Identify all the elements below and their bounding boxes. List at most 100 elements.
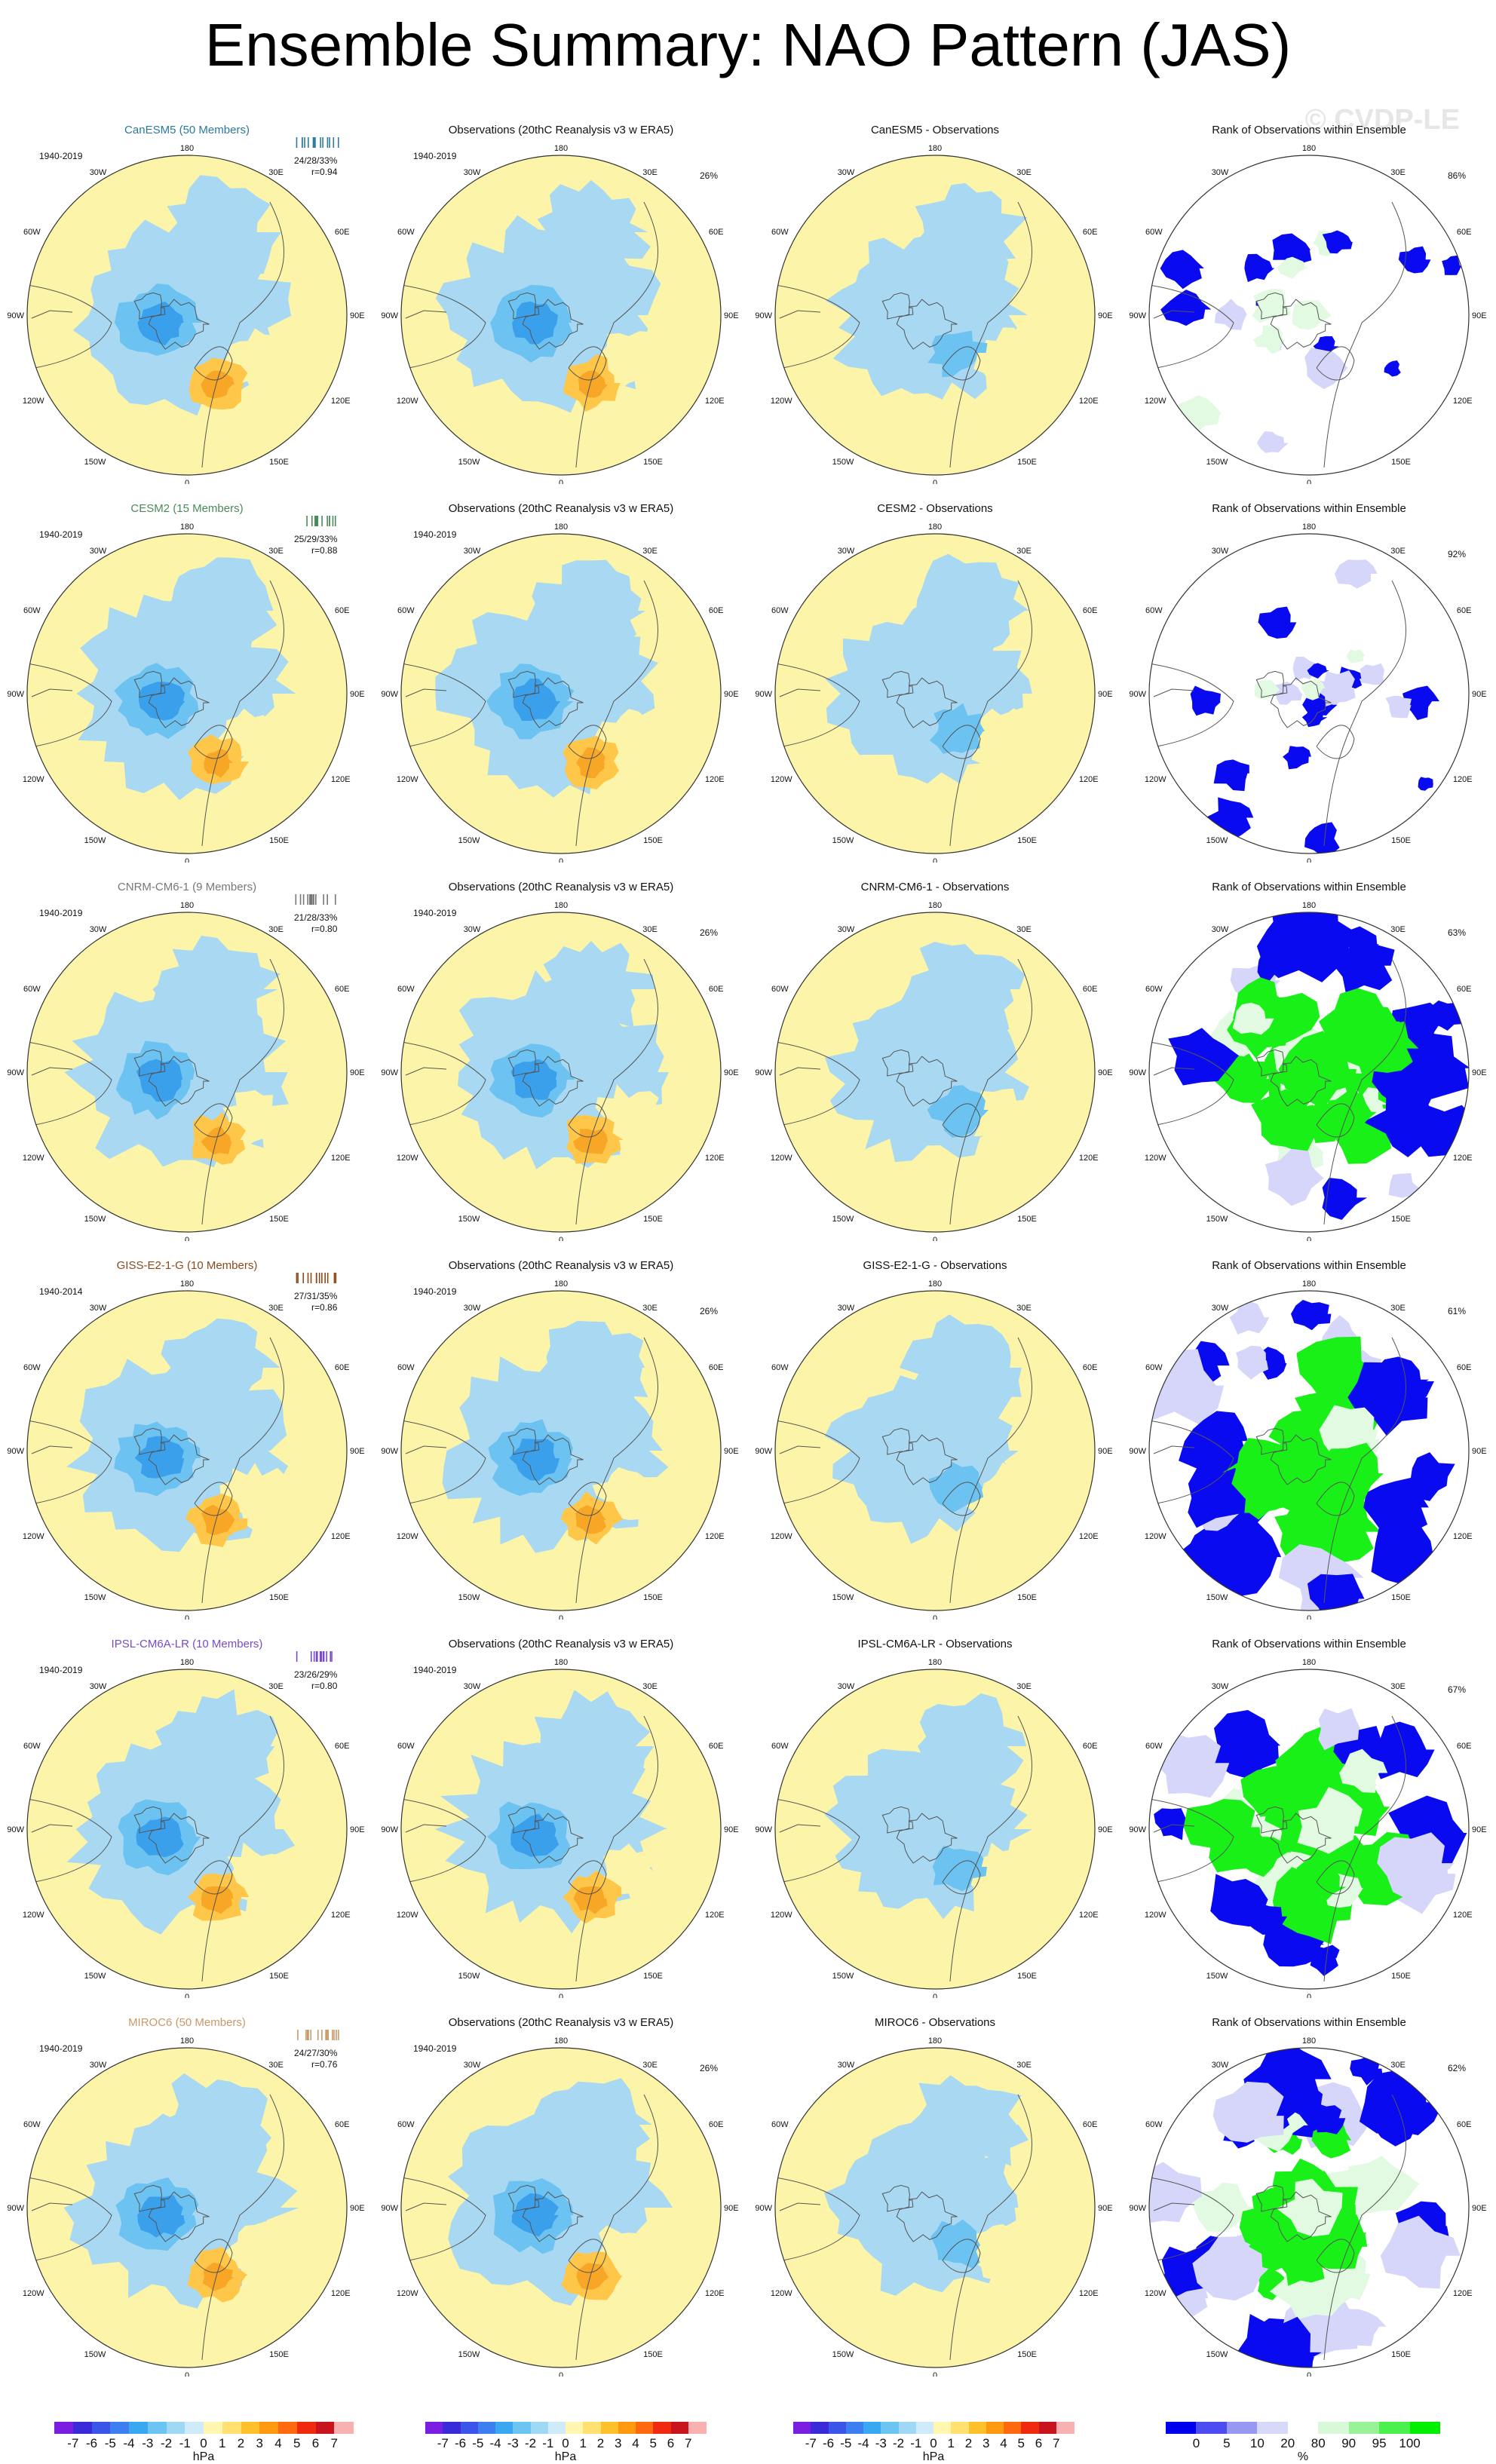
map-label-bl2: 60W [771,228,789,237]
field-positive-core [575,1505,607,1534]
coast-alaska [31,1445,73,1454]
colorbar-tick-label: -5 [472,2436,484,2450]
pct-explained: 26% [700,1306,719,1316]
map-label-tr2: 120E [1079,1911,1099,1920]
map-label-tl1: 150W [832,458,854,467]
map-label-tl2: 120W [771,1911,792,1920]
map-label-br1: 30E [1016,1682,1032,1691]
map-label-bl1: 30W [1212,1682,1229,1691]
coast-alaska [1153,2202,1195,2211]
map-label-tl2: 120W [397,775,418,784]
coast-eurasia [1323,958,1407,1225]
polar-map: 180 0 90W 90E 150W 120W 150E 120E 30W 60W 30E 60E [7,1658,364,1998]
coast-alaska [1153,1445,1195,1454]
coast-arctic-islands [133,1427,166,1455]
coast-alaska [405,1445,447,1454]
coast-alaska [1153,1067,1195,1076]
map-content: 180 0 90W 90E 150W 120W 150E 120E 30W 60W 30E 60E [7,1658,364,1998]
rank-cell [1307,1442,1384,1509]
map-label-right: 90E [1472,2204,1487,2213]
colorbar-swatch [898,2422,917,2434]
coastlines [1149,201,1407,468]
map-label-tr2: 120E [705,2289,725,2298]
colorbar-tick-label: 1 [219,2436,226,2450]
colorbar-swatch [1226,2422,1258,2434]
panel-title: Observations (20thC Reanalysis v3 w ERA5… [448,1259,674,1272]
rank-cell [1322,230,1353,254]
pct-stats: 21/28/33% [294,912,338,923]
map-label-bl1: 30W [90,168,107,177]
map-label-bl2: 60W [397,1742,415,1751]
map-label-top: 180 [928,523,942,532]
map-label-tl1: 150W [84,1215,106,1224]
map-label-tl1: 150W [832,1593,854,1602]
coast-greenland [896,1434,958,1485]
colorbar-swatch [1004,2422,1022,2434]
coast-greenland [148,677,210,728]
coast-greenland [148,1813,210,1864]
coastlines [1149,2094,1407,2361]
map-label-br2: 60E [335,606,350,615]
period-label: 1940-2019 [39,1665,83,1675]
stats-block: 24/27/30% r=0.76 [294,2048,337,2070]
rank-cell [1193,2182,1255,2233]
coast-scandinavia [1316,1482,1355,1516]
rank-cell [1388,1173,1420,1198]
member-spread-sparkline [306,516,336,526]
coast-scandinavia [1316,346,1355,381]
colorbar-tick-label: -3 [142,2436,154,2450]
map-boundary [26,1669,348,1990]
map-boundary [26,912,348,1233]
field-negative-north [161,557,277,669]
colorbar-swatch [443,2422,461,2434]
map-label-right: 90E [724,1447,739,1456]
coast-greenland [896,299,958,350]
map-label-right: 90E [1098,1447,1113,1456]
rank-cell [1232,1740,1262,1771]
map-label-bl2: 60W [23,985,41,994]
map-label-bl2: 60W [23,1363,41,1372]
colorbar-tick-label: -7 [67,2436,79,2450]
map-label-tr2: 120E [1079,775,1099,784]
polar-map: 180 0 90W 90E 150W 120W 150E 120E 30W 60W 30E 60E [7,901,364,1241]
map-label-top: 180 [928,144,942,153]
map-label-tl2: 120W [23,1154,44,1163]
map-label-bl1: 30W [464,168,481,177]
coast-alaska [1153,310,1195,319]
rank-cell [1244,253,1275,283]
map-label-tl1: 150W [832,1972,854,1981]
map-label-left: 90W [755,311,772,320]
panel-diff: CanESM5 - Observations 180 0 90W 90E 150W 120W… [748,106,1122,484]
coast-scandinavia [568,346,607,381]
coast-north-america [27,1798,112,1883]
map-label-left: 90W [7,690,24,699]
rank-cell [1265,1148,1325,1206]
polar-map: 180 0 90W 90E 150W 120W 150E 120E 30W 60W 30E 60E [7,523,364,863]
panel-title: IPSL-CM6A-LR (10 Members) [111,1638,263,1650]
rank-cell [1154,1808,1188,1840]
period-label: 1940-2019 [413,908,457,918]
member-spread-sparkline [296,137,339,148]
map-label-bl1: 30W [464,925,481,934]
map-boundary [1148,155,1470,476]
map-label-bl2: 60W [1145,1742,1163,1751]
panel-rank: Rank of Observations within Ensemble 86% 1… [1122,106,1496,484]
colorbar-swatch [1021,2422,1039,2434]
colorbar-hpa-3 [793,2422,1074,2434]
coast-alaska [31,1067,73,1076]
colorbar-swatch [863,2422,881,2434]
field-negative-core [137,2195,185,2238]
map-label-bl2: 60W [1145,985,1163,994]
coastlines [401,1337,659,1604]
map-label-top: 180 [554,1658,568,1667]
coast-alaska [405,2202,447,2211]
map-label-tl2: 120W [23,397,44,406]
colorbar-hpa-1-labels: -7 -6 -5 -4 -3 -2 -1 0 1 2 3 4 5 6 7 [54,2436,353,2450]
colorbar-hpa-1-unit: hPa [192,2450,215,2463]
rank-cell [1243,2048,1332,2121]
rank-cell [1297,1865,1347,1904]
map-label-bl1: 30W [1212,547,1229,556]
coastlines [401,958,659,1225]
colorbar-tick-label: 2 [596,2436,605,2450]
map-label-br1: 30E [1390,2061,1406,2070]
